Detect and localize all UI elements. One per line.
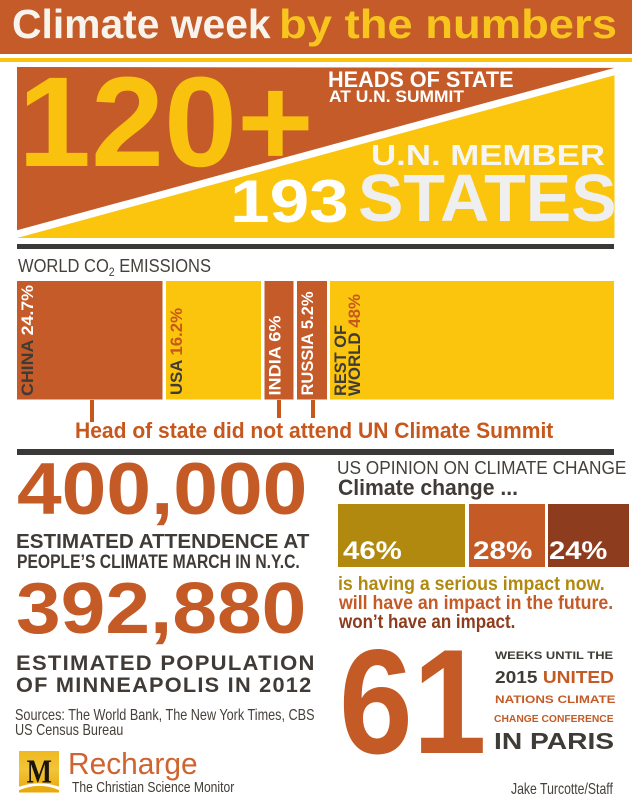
- svg-text:INDIA 6%: INDIA 6%: [266, 316, 285, 396]
- svg-text:RUSSIA 5.2%: RUSSIA 5.2%: [298, 292, 317, 396]
- svg-text:CHINA 24.7%: CHINA 24.7%: [18, 285, 37, 396]
- svg-text:USA 16.2%: USA 16.2%: [167, 308, 186, 395]
- svg-text:REST OF: REST OF: [331, 325, 350, 396]
- svg-text:WORLD 48%: WORLD 48%: [345, 294, 364, 396]
- svg-text:M: M: [26, 753, 51, 791]
